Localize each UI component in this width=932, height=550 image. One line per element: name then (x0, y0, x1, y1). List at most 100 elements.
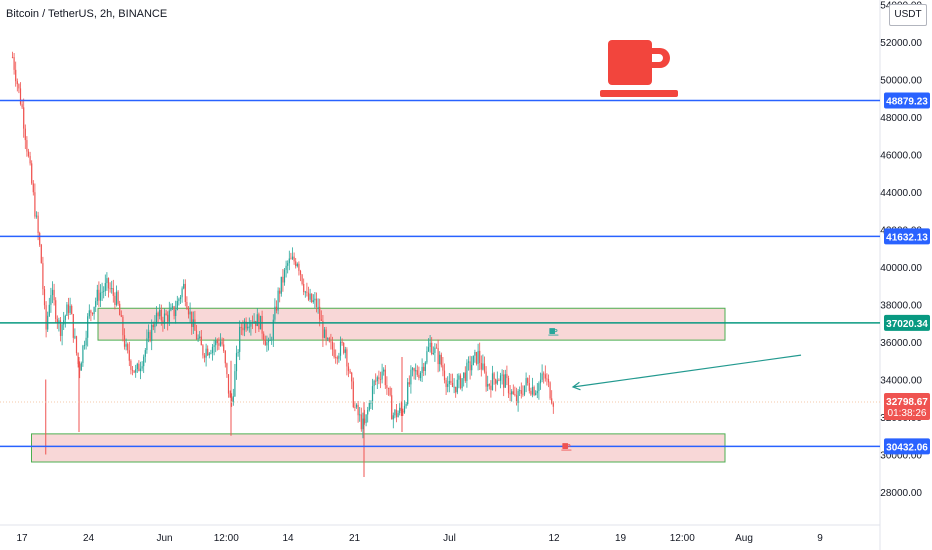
candle-body (296, 263, 298, 267)
candle-body (167, 314, 169, 322)
candle-body (39, 232, 41, 245)
candle-body (264, 340, 266, 346)
y-tick-label: 50000.00 (880, 76, 922, 87)
cup-body (562, 443, 569, 449)
candle-body (122, 316, 124, 336)
candle-body (229, 393, 231, 398)
candle-body (314, 298, 316, 301)
candle-body (525, 378, 527, 386)
candle-body (45, 305, 47, 330)
candle-body (170, 307, 172, 311)
support-zone (97, 307, 726, 341)
candle-body (205, 348, 207, 358)
candle-body (389, 388, 391, 396)
candle-body (16, 81, 18, 85)
candle-body (490, 385, 492, 391)
candle-body (66, 304, 68, 316)
candle-body (495, 379, 497, 384)
candle-body (520, 390, 522, 394)
candle-body (267, 340, 270, 343)
candle-body (485, 371, 487, 387)
candle-body (15, 69, 17, 82)
candle-body (56, 319, 58, 323)
candle-body (448, 380, 450, 384)
candle-body (367, 410, 369, 415)
candle-body (186, 302, 188, 309)
candle-body (26, 140, 28, 152)
candle-body (387, 388, 390, 389)
x-tick-label: 21 (349, 533, 361, 544)
candle-body (53, 289, 55, 301)
candle-body (31, 163, 33, 184)
candle-body (424, 362, 426, 371)
candle-body (402, 410, 404, 413)
y-tick-label: 52000.00 (880, 38, 922, 49)
candle-body (547, 378, 550, 383)
arrow-head (571, 381, 581, 391)
candle-body (147, 331, 150, 339)
candle-body (72, 314, 74, 338)
candle-body (327, 338, 329, 340)
candle-body (127, 344, 129, 351)
candle-body (51, 289, 54, 296)
price-label-text: 30432.06 (886, 442, 928, 453)
candle-body (373, 380, 375, 387)
candle-body (77, 352, 79, 365)
coffee-cup-icon (548, 328, 559, 336)
candle-body (304, 291, 306, 293)
price-label-text: 37020.34 (886, 319, 928, 330)
candle-body (184, 283, 186, 303)
candle-body (519, 390, 521, 392)
currency-selector[interactable]: USDT (889, 4, 927, 26)
candle-body (397, 413, 399, 418)
candle-body (552, 403, 554, 407)
candle-body (240, 326, 242, 328)
candle-body (543, 373, 545, 375)
candle-body (384, 369, 386, 386)
x-tick-label: 9 (817, 533, 823, 544)
candle-body (339, 341, 342, 356)
candle-body (395, 409, 398, 418)
price-label-badge (884, 228, 930, 245)
candle-body (437, 348, 439, 365)
candle-body (13, 57, 15, 70)
candle-body (168, 310, 170, 322)
candle-body (491, 373, 494, 391)
candle-body (307, 292, 310, 300)
y-tick-label: 28000.00 (880, 488, 922, 499)
candle-body (203, 355, 206, 358)
candle-body (139, 368, 142, 372)
y-tick-label: 48000.00 (880, 113, 922, 124)
candle-body (336, 357, 338, 359)
candle-body (149, 331, 151, 342)
candle-body (101, 291, 103, 293)
candle-body (315, 298, 318, 307)
candle-body (528, 383, 530, 391)
candle-body (181, 288, 183, 298)
candle-body (496, 380, 498, 384)
candle-body (354, 407, 356, 408)
candle-body (464, 372, 466, 381)
candle-body (450, 380, 452, 383)
candle-body (37, 215, 39, 233)
price-label-text: 48879.23 (886, 97, 928, 108)
candle-body (226, 363, 228, 375)
candle-body (338, 355, 340, 359)
candle-body (144, 350, 146, 357)
candle-body (179, 297, 182, 300)
candle-body (187, 308, 190, 315)
candle-body (160, 309, 162, 321)
candle-body (71, 305, 73, 315)
candle-body (475, 352, 478, 364)
candle-body (298, 263, 300, 271)
candle-body (467, 361, 470, 363)
candle-body (103, 290, 105, 292)
candle-body (379, 379, 382, 380)
candle-body (322, 320, 324, 338)
candle-body (331, 341, 334, 350)
candle-body (21, 104, 23, 108)
candle-body (93, 306, 95, 315)
candle-body (176, 300, 178, 310)
candle-body (400, 407, 402, 411)
